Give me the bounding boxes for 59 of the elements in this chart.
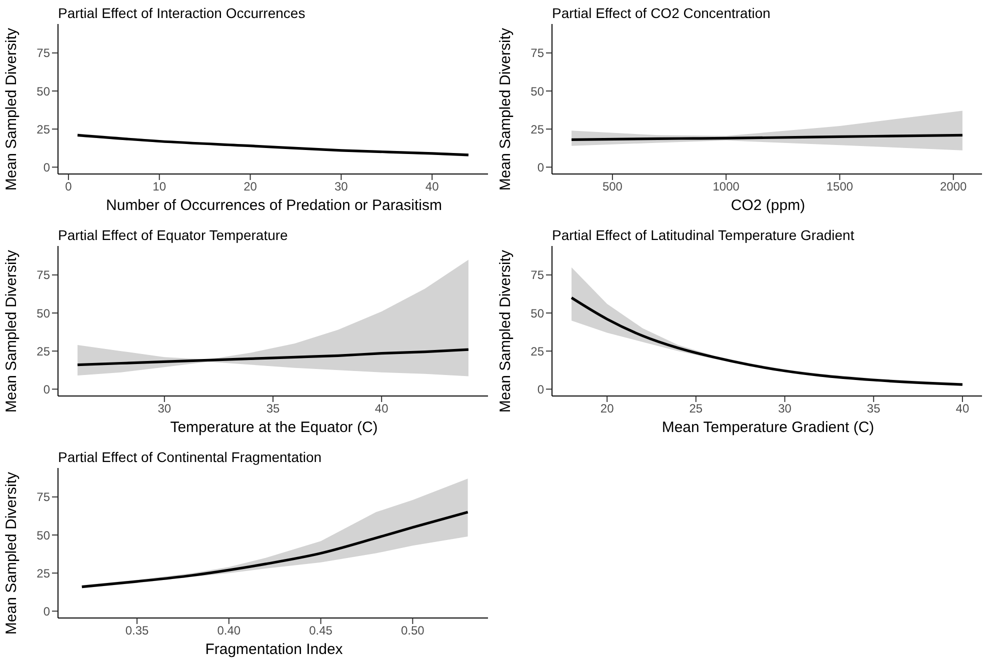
x-tick-label: 0.40: [217, 624, 241, 638]
y-tick-label: 25: [530, 344, 544, 358]
x-axis-title: Number of Occurrences of Predation or Parasitism: [105, 196, 443, 216]
x-tick-label: 0.45: [309, 624, 333, 638]
y-tick-label: 25: [36, 344, 50, 358]
y-tick-label: 50: [530, 306, 544, 320]
y-axis-title: Mean Sampled Diversity: [2, 472, 20, 634]
y-tick-label: 0: [43, 604, 50, 618]
line-series: [76, 348, 470, 366]
chart-title: Partial Effect of Continental Fragmentation: [57, 448, 323, 466]
x-axis-title: Mean Temperature Gradient (C): [660, 418, 876, 438]
chart-title: Partial Effect of CO2 Concentration: [551, 4, 772, 22]
chart-title: Partial Effect of Equator Temperature: [57, 226, 289, 244]
x-tick-label: 30: [778, 402, 792, 416]
y-tick-label: 50: [530, 84, 544, 98]
x-tick-label: 0.50: [400, 624, 425, 638]
x-tick-label: 35: [866, 402, 881, 416]
x-tick-label: 0: [65, 180, 72, 194]
x-tick-label: 30: [334, 180, 348, 194]
y-tick-label: 50: [36, 306, 50, 320]
y-axis-title: Mean Sampled Diversity: [2, 28, 20, 190]
x-tick-label: 25: [689, 402, 703, 416]
x-axis-title: Fragmentation Index: [204, 640, 344, 660]
x-tick-label: 10: [152, 180, 166, 194]
y-tick-label: 75: [530, 268, 544, 282]
x-tick-label: 1000: [712, 180, 740, 194]
chart-title: Partial Effect of Latitudinal Temperature Gradient: [551, 226, 856, 244]
x-tick-label: 20: [600, 402, 614, 416]
y-tick-label: 50: [36, 84, 50, 98]
chart-title: Partial Effect of Interaction Occurrences: [57, 4, 306, 22]
y-axis-title: Mean Sampled Diversity: [2, 250, 20, 412]
x-tick-label: 30: [158, 402, 172, 416]
y-tick-label: 0: [43, 160, 50, 174]
y-tick-label: 0: [537, 382, 544, 396]
line-series: [80, 510, 470, 588]
x-tick-label: 1500: [826, 180, 854, 194]
x-tick-label: 40: [425, 180, 440, 194]
y-tick-label: 25: [530, 122, 544, 136]
line-series: [570, 296, 964, 386]
y-tick-label: 75: [36, 490, 50, 504]
y-axis-title: Mean Sampled Diversity: [496, 250, 514, 412]
x-tick-label: 2000: [940, 180, 968, 194]
y-tick-label: 25: [36, 122, 50, 136]
x-tick-label: 500: [602, 180, 623, 194]
x-tick-label: 35: [266, 402, 280, 416]
y-tick-label: 50: [36, 528, 50, 542]
x-tick-label: 40: [374, 402, 389, 416]
x-axis-title: CO2 (ppm): [730, 196, 806, 216]
y-tick-label: 75: [36, 46, 50, 60]
y-tick-label: 0: [43, 382, 50, 396]
x-tick-label: 20: [244, 180, 258, 194]
y-tick-label: 0: [537, 160, 544, 174]
x-tick-label: 40: [956, 402, 970, 416]
y-axis-title: Mean Sampled Diversity: [496, 28, 514, 190]
x-axis-title: Temperature at the Equator (C): [169, 418, 379, 438]
y-tick-label: 75: [36, 268, 50, 282]
y-tick-label: 25: [36, 566, 50, 580]
x-tick-label: 0.35: [125, 624, 150, 638]
y-tick-label: 75: [530, 46, 544, 60]
